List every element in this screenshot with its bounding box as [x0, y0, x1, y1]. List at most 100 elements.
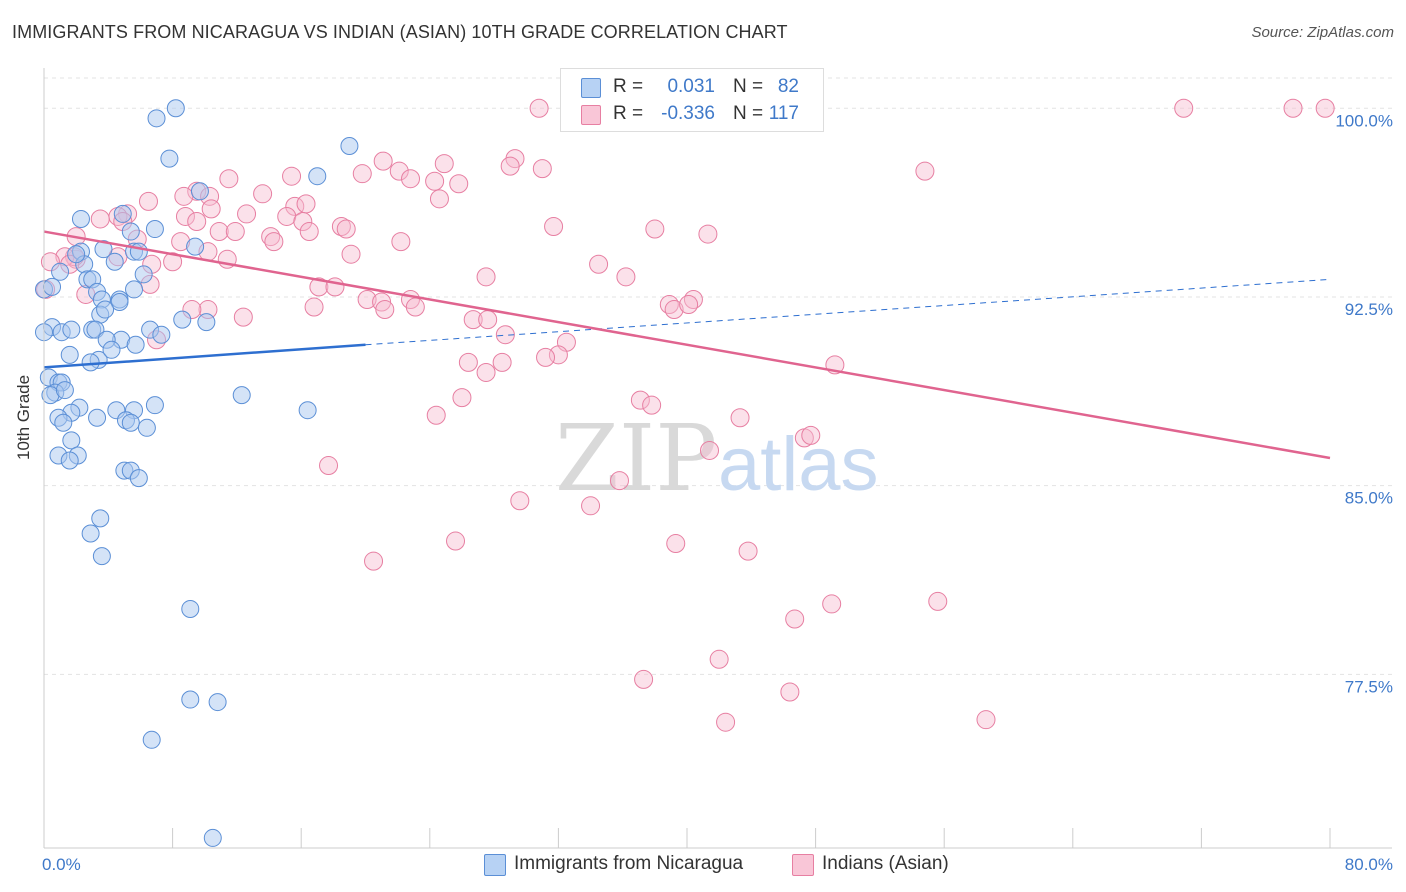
y-axis-label: 10th Grade — [14, 374, 33, 460]
point-immigrants-from-nicaragua — [121, 222, 140, 241]
point-indians-asian — [500, 156, 520, 176]
point-indians-asian — [529, 98, 549, 118]
point-indians-asian — [225, 222, 245, 242]
point-indians-asian — [426, 405, 446, 425]
point-immigrants-from-nicaragua — [129, 469, 148, 488]
point-indians-asian — [352, 164, 372, 184]
point-indians-asian — [452, 388, 472, 408]
legend-row-nicaragua: R = 0.031 N = 82 — [561, 75, 823, 99]
legend-r-value: 0.031 — [667, 76, 715, 97]
point-indians-asian — [458, 352, 478, 372]
point-indians-asian — [309, 277, 329, 297]
point-immigrants-from-nicaragua — [147, 109, 166, 128]
series-legend: Immigrants from Nicaragua Indians (Asian… — [0, 852, 1406, 878]
legend-label-nicaragua: Immigrants from Nicaragua — [514, 853, 744, 874]
point-indians-asian — [822, 594, 842, 614]
point-indians-asian — [698, 224, 718, 244]
point-indians-asian — [219, 169, 239, 189]
y-tick-label: 85.0% — [1345, 489, 1393, 508]
source-credit: Source: ZipAtlas.com — [1251, 24, 1394, 41]
point-indians-asian — [364, 551, 384, 571]
point-immigrants-from-nicaragua — [54, 413, 73, 432]
legend-swatch-pink — [581, 105, 601, 125]
point-indians-asian — [536, 347, 556, 367]
point-indians-asian — [976, 710, 996, 730]
watermark-zip: ZIP — [555, 405, 717, 512]
point-immigrants-from-nicaragua — [55, 381, 74, 400]
point-indians-asian — [801, 425, 821, 445]
point-indians-asian — [201, 199, 221, 219]
point-indians-asian — [319, 456, 339, 476]
point-immigrants-from-nicaragua — [197, 313, 216, 332]
point-immigrants-from-nicaragua — [181, 690, 200, 709]
point-indians-asian — [434, 154, 454, 174]
point-indians-asian — [581, 496, 601, 516]
point-immigrants-from-nicaragua — [145, 220, 164, 239]
x-tick-label: 0.0% — [42, 855, 81, 874]
point-indians-asian — [175, 206, 195, 226]
point-immigrants-from-nicaragua — [60, 345, 79, 364]
point-immigrants-from-nicaragua — [134, 265, 153, 284]
point-immigrants-from-nicaragua — [81, 524, 100, 543]
point-immigrants-from-nicaragua — [137, 418, 156, 437]
grid-layer — [44, 77, 1392, 675]
point-indians-asian — [738, 541, 758, 561]
trend-line-nicaragua-dashed — [365, 278, 1331, 346]
point-immigrants-from-nicaragua — [340, 137, 359, 155]
y-tick-label: 100.0% — [1335, 111, 1393, 130]
point-indians-asian — [138, 191, 158, 211]
point-indians-asian — [389, 161, 409, 181]
point-immigrants-from-nicaragua — [145, 396, 164, 415]
point-immigrants-from-nicaragua — [102, 340, 121, 359]
point-immigrants-from-nicaragua — [186, 237, 205, 256]
point-immigrants-from-nicaragua — [160, 149, 179, 168]
point-immigrants-from-nicaragua — [110, 293, 129, 311]
point-indians-asian — [429, 189, 449, 209]
x-tick-label: 80.0% — [1345, 855, 1393, 874]
trend-line-nicaragua-solid — [43, 343, 366, 369]
point-indians-asian — [163, 252, 183, 272]
point-indians-asian — [391, 232, 411, 252]
series-immigrants-from-nicaragua — [35, 99, 359, 847]
point-immigrants-from-nicaragua — [62, 320, 81, 339]
point-immigrants-from-nicaragua — [126, 335, 145, 354]
point-indians-asian — [645, 219, 665, 239]
point-indians-asian — [357, 289, 377, 309]
point-indians-asian — [336, 219, 356, 239]
point-indians-asian — [609, 471, 629, 491]
point-indians-asian — [492, 352, 512, 372]
point-immigrants-from-nicaragua — [62, 431, 81, 450]
point-indians-asian — [293, 211, 313, 231]
point-indians-asian — [233, 307, 253, 327]
point-indians-asian — [630, 390, 650, 410]
point-indians-asian — [264, 232, 284, 252]
point-immigrants-from-nicaragua — [298, 401, 317, 420]
point-immigrants-from-nicaragua — [308, 167, 327, 186]
point-indians-asian — [642, 395, 662, 415]
point-immigrants-from-nicaragua — [86, 320, 105, 339]
trend-lines — [43, 230, 1331, 460]
point-indians-asian — [237, 204, 257, 224]
point-indians-asian — [544, 217, 564, 237]
legend-r-label: R = — [613, 76, 644, 97]
point-indians-asian — [90, 209, 110, 229]
point-indians-asian — [463, 310, 483, 330]
point-immigrants-from-nicaragua — [190, 182, 209, 201]
series-indians-asian — [36, 98, 1335, 732]
point-immigrants-from-nicaragua — [152, 325, 171, 344]
point-immigrants-from-nicaragua — [67, 245, 86, 264]
point-immigrants-from-nicaragua — [92, 547, 111, 566]
y-tick-label: 92.5% — [1345, 300, 1393, 319]
point-indians-asian — [700, 440, 720, 460]
point-immigrants-from-nicaragua — [60, 451, 79, 470]
point-indians-asian — [730, 408, 750, 428]
point-indians-asian — [709, 649, 729, 669]
watermark-atlas: atlas — [718, 422, 879, 507]
point-indians-asian — [299, 222, 319, 242]
legend-r-label: R = — [613, 103, 644, 124]
point-immigrants-from-nicaragua — [105, 252, 124, 271]
legend-n-label: N = — [733, 76, 764, 97]
point-indians-asian — [664, 300, 684, 320]
axis-layer: 77.5% 85.0% 92.5% 100.0% 0.0% 80.0% — [42, 68, 1393, 874]
point-indians-asian — [780, 682, 800, 702]
